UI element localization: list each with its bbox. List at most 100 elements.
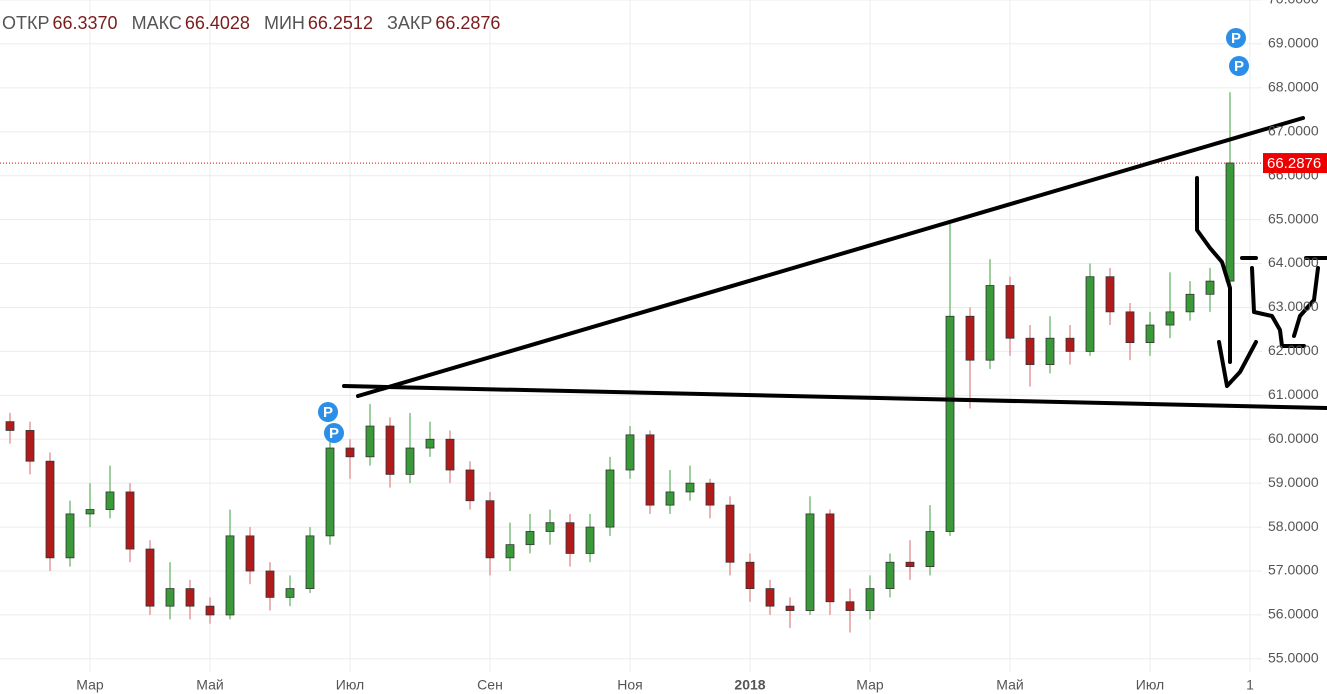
- candle-body: [45, 460, 55, 559]
- candle-body: [1085, 276, 1095, 352]
- candle-body: [785, 605, 795, 611]
- y-tick-label: 59.0000: [1268, 474, 1319, 490]
- candle-body: [645, 434, 655, 506]
- candle-body: [605, 469, 615, 528]
- last-price-label: 66.2876: [1267, 155, 1321, 172]
- trend-line: [342, 384, 1327, 410]
- candle-body: [1045, 337, 1055, 365]
- x-tick-label: 1: [1246, 677, 1254, 693]
- candle-body: [505, 544, 515, 559]
- event-marker: [1229, 56, 1249, 76]
- candle-body: [65, 513, 75, 559]
- candle-body: [165, 588, 175, 607]
- x-tick-label: Май: [196, 677, 223, 693]
- x-tick-label: Мар: [76, 677, 104, 693]
- ohlc-legend: ОТКР 66.3370 МАКС 66.4028 МИН 66.2512 ЗАКР 66.2…: [2, 13, 500, 33]
- candle-body: [565, 522, 575, 554]
- candle-body: [1205, 280, 1215, 295]
- event-marker: [324, 423, 344, 443]
- candle-body: [905, 561, 915, 568]
- y-tick-label: 70.0000: [1268, 0, 1319, 7]
- candle-body: [345, 447, 355, 458]
- grid: [0, 0, 1262, 672]
- candle-body: [945, 315, 955, 532]
- event-marker-label: P: [329, 425, 339, 442]
- legend-label: ОТКР: [2, 13, 50, 33]
- legend-label: МИН: [264, 13, 305, 33]
- candle-body: [705, 482, 715, 506]
- legend-label: ЗАКР: [387, 13, 432, 33]
- candle-body: [885, 561, 895, 589]
- drawn-arrow: [1195, 176, 1232, 364]
- legend-value: 66.2512: [308, 13, 373, 33]
- candle-body: [225, 535, 235, 616]
- y-tick-label: 64.0000: [1268, 254, 1319, 270]
- candle-body: [145, 548, 155, 607]
- y-tick-label: 62.0000: [1268, 342, 1319, 358]
- y-tick-label: 56.0000: [1268, 606, 1319, 622]
- candle-body: [1005, 285, 1015, 339]
- candle-body: [185, 588, 195, 607]
- candle-body: [525, 531, 535, 546]
- event-marker: [318, 402, 338, 422]
- x-tick-label: Ноя: [617, 677, 642, 693]
- legend-value: 66.3370: [53, 13, 118, 33]
- candle-body: [405, 447, 415, 475]
- x-tick-label: 2018: [734, 677, 765, 693]
- candle-body: [1165, 311, 1175, 326]
- candle-body: [585, 526, 595, 554]
- x-tick-label: Сен: [477, 677, 503, 693]
- legend-value: 66.2876: [435, 13, 500, 33]
- candle-body: [685, 482, 695, 493]
- candle-body: [465, 469, 475, 502]
- candle-body: [445, 438, 455, 471]
- drawn-arrow: [1217, 340, 1258, 388]
- candle-body: [5, 421, 15, 431]
- x-tick-label: Мар: [856, 677, 884, 693]
- candle-body: [265, 570, 275, 598]
- event-marker-label: P: [323, 404, 333, 421]
- y-tick-label: 69.0000: [1268, 35, 1319, 51]
- candle-body: [25, 430, 35, 462]
- y-tick-label: 58.0000: [1268, 518, 1319, 534]
- candle-body: [125, 491, 135, 550]
- candle-body: [385, 425, 395, 475]
- candle-body: [1145, 324, 1155, 344]
- candle-body: [1025, 337, 1035, 365]
- x-tick-label: Май: [996, 677, 1023, 693]
- y-axis: 55.0000 56.0000 57.0000 58.0000 59.0000 60.00…: [76, 0, 1327, 693]
- candle-body: [205, 605, 215, 616]
- event-marker-label: P: [1231, 30, 1241, 47]
- y-tick-label: 63.0000: [1268, 298, 1319, 314]
- candle-body: [105, 491, 115, 510]
- y-tick-label: 67.0000: [1268, 122, 1319, 138]
- candle-body: [1225, 162, 1235, 282]
- y-tick-label: 60.0000: [1268, 430, 1319, 446]
- candle-body: [365, 425, 375, 458]
- event-marker: [1226, 28, 1246, 48]
- candle-body: [845, 601, 855, 611]
- candle-body: [425, 438, 435, 449]
- x-tick-label: Июл: [1136, 677, 1164, 693]
- y-tick-label: 57.0000: [1268, 562, 1319, 578]
- candle-body: [665, 491, 675, 506]
- candle-body: [305, 535, 315, 589]
- candle-body: [325, 447, 335, 537]
- candle-body: [1185, 293, 1195, 313]
- drawn-path: [1250, 266, 1320, 348]
- candle-body: [485, 500, 495, 559]
- y-tick-label: 61.0000: [1268, 386, 1319, 402]
- candle-body: [245, 535, 255, 572]
- candle-body: [805, 513, 815, 611]
- x-tick-label: Июл: [336, 677, 364, 693]
- candle-body: [825, 513, 835, 603]
- y-tick-label: 55.0000: [1268, 650, 1319, 666]
- candle-body: [865, 588, 875, 611]
- candle-body: [725, 504, 735, 563]
- candle-body: [285, 588, 295, 598]
- candle-body: [965, 315, 975, 361]
- candle-body: [625, 434, 635, 471]
- candle-body: [985, 285, 995, 361]
